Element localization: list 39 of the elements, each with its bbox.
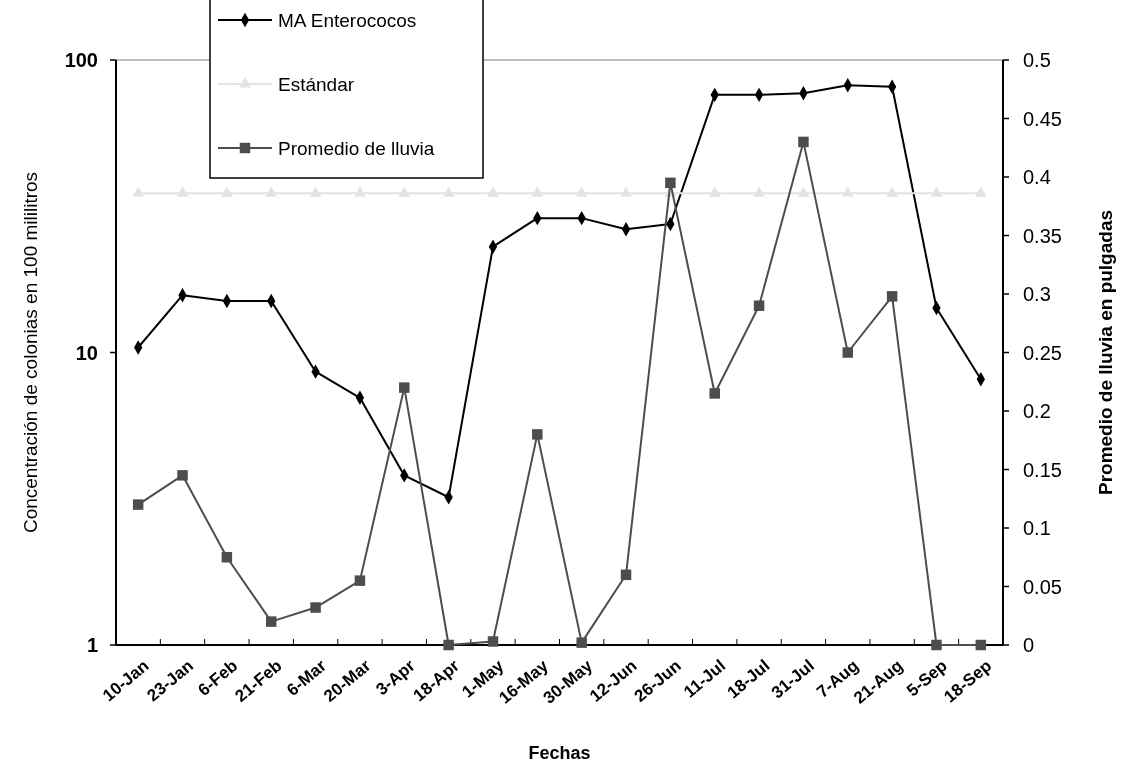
point [886, 186, 899, 197]
point [220, 186, 233, 197]
point [265, 186, 278, 197]
y-tick-label: 100 [64, 49, 98, 71]
y2-tick-label: 0.25 [1023, 341, 1062, 364]
point [442, 186, 455, 197]
legend-label: MA Enterococos [278, 9, 417, 31]
y2-tick-label: 0 [1023, 634, 1035, 656]
point [531, 186, 544, 197]
point [354, 186, 366, 197]
y-tick-label: 10 [75, 341, 98, 364]
legend-label: Estándar [278, 73, 355, 95]
y-axis-title: Concentración de colonias en 100 mililitros [19, 171, 41, 534]
point [309, 186, 322, 197]
point [797, 186, 810, 197]
y2-tick-label: 0.35 [1023, 224, 1062, 247]
point [708, 186, 721, 197]
point [132, 186, 145, 197]
point [620, 186, 632, 197]
y2-axis-title: Promedio de lluvia en pulgadas [1094, 209, 1116, 496]
point [398, 186, 411, 197]
y2-tick-label: 0.3 [1023, 283, 1051, 305]
x-axis-title: Fechas [528, 743, 591, 763]
legend-label: Promedio de lluvia [278, 137, 435, 159]
point [930, 186, 943, 197]
point [841, 186, 854, 197]
y2-tick-label: 0.2 [1023, 400, 1051, 422]
y-tick-label: 1 [86, 634, 98, 656]
point [487, 186, 499, 197]
point [753, 186, 765, 197]
y2-tick-label: 0.15 [1023, 458, 1062, 481]
point [974, 186, 987, 197]
y2-tick-label: 0.5 [1023, 49, 1051, 71]
point [176, 186, 189, 197]
y2-tick-label: 0.4 [1023, 166, 1051, 188]
point [575, 186, 588, 197]
y2-tick-label: 0.45 [1023, 107, 1062, 130]
y2-tick-label: 0.05 [1023, 575, 1062, 598]
y2-tick-label: 0.1 [1023, 517, 1051, 539]
